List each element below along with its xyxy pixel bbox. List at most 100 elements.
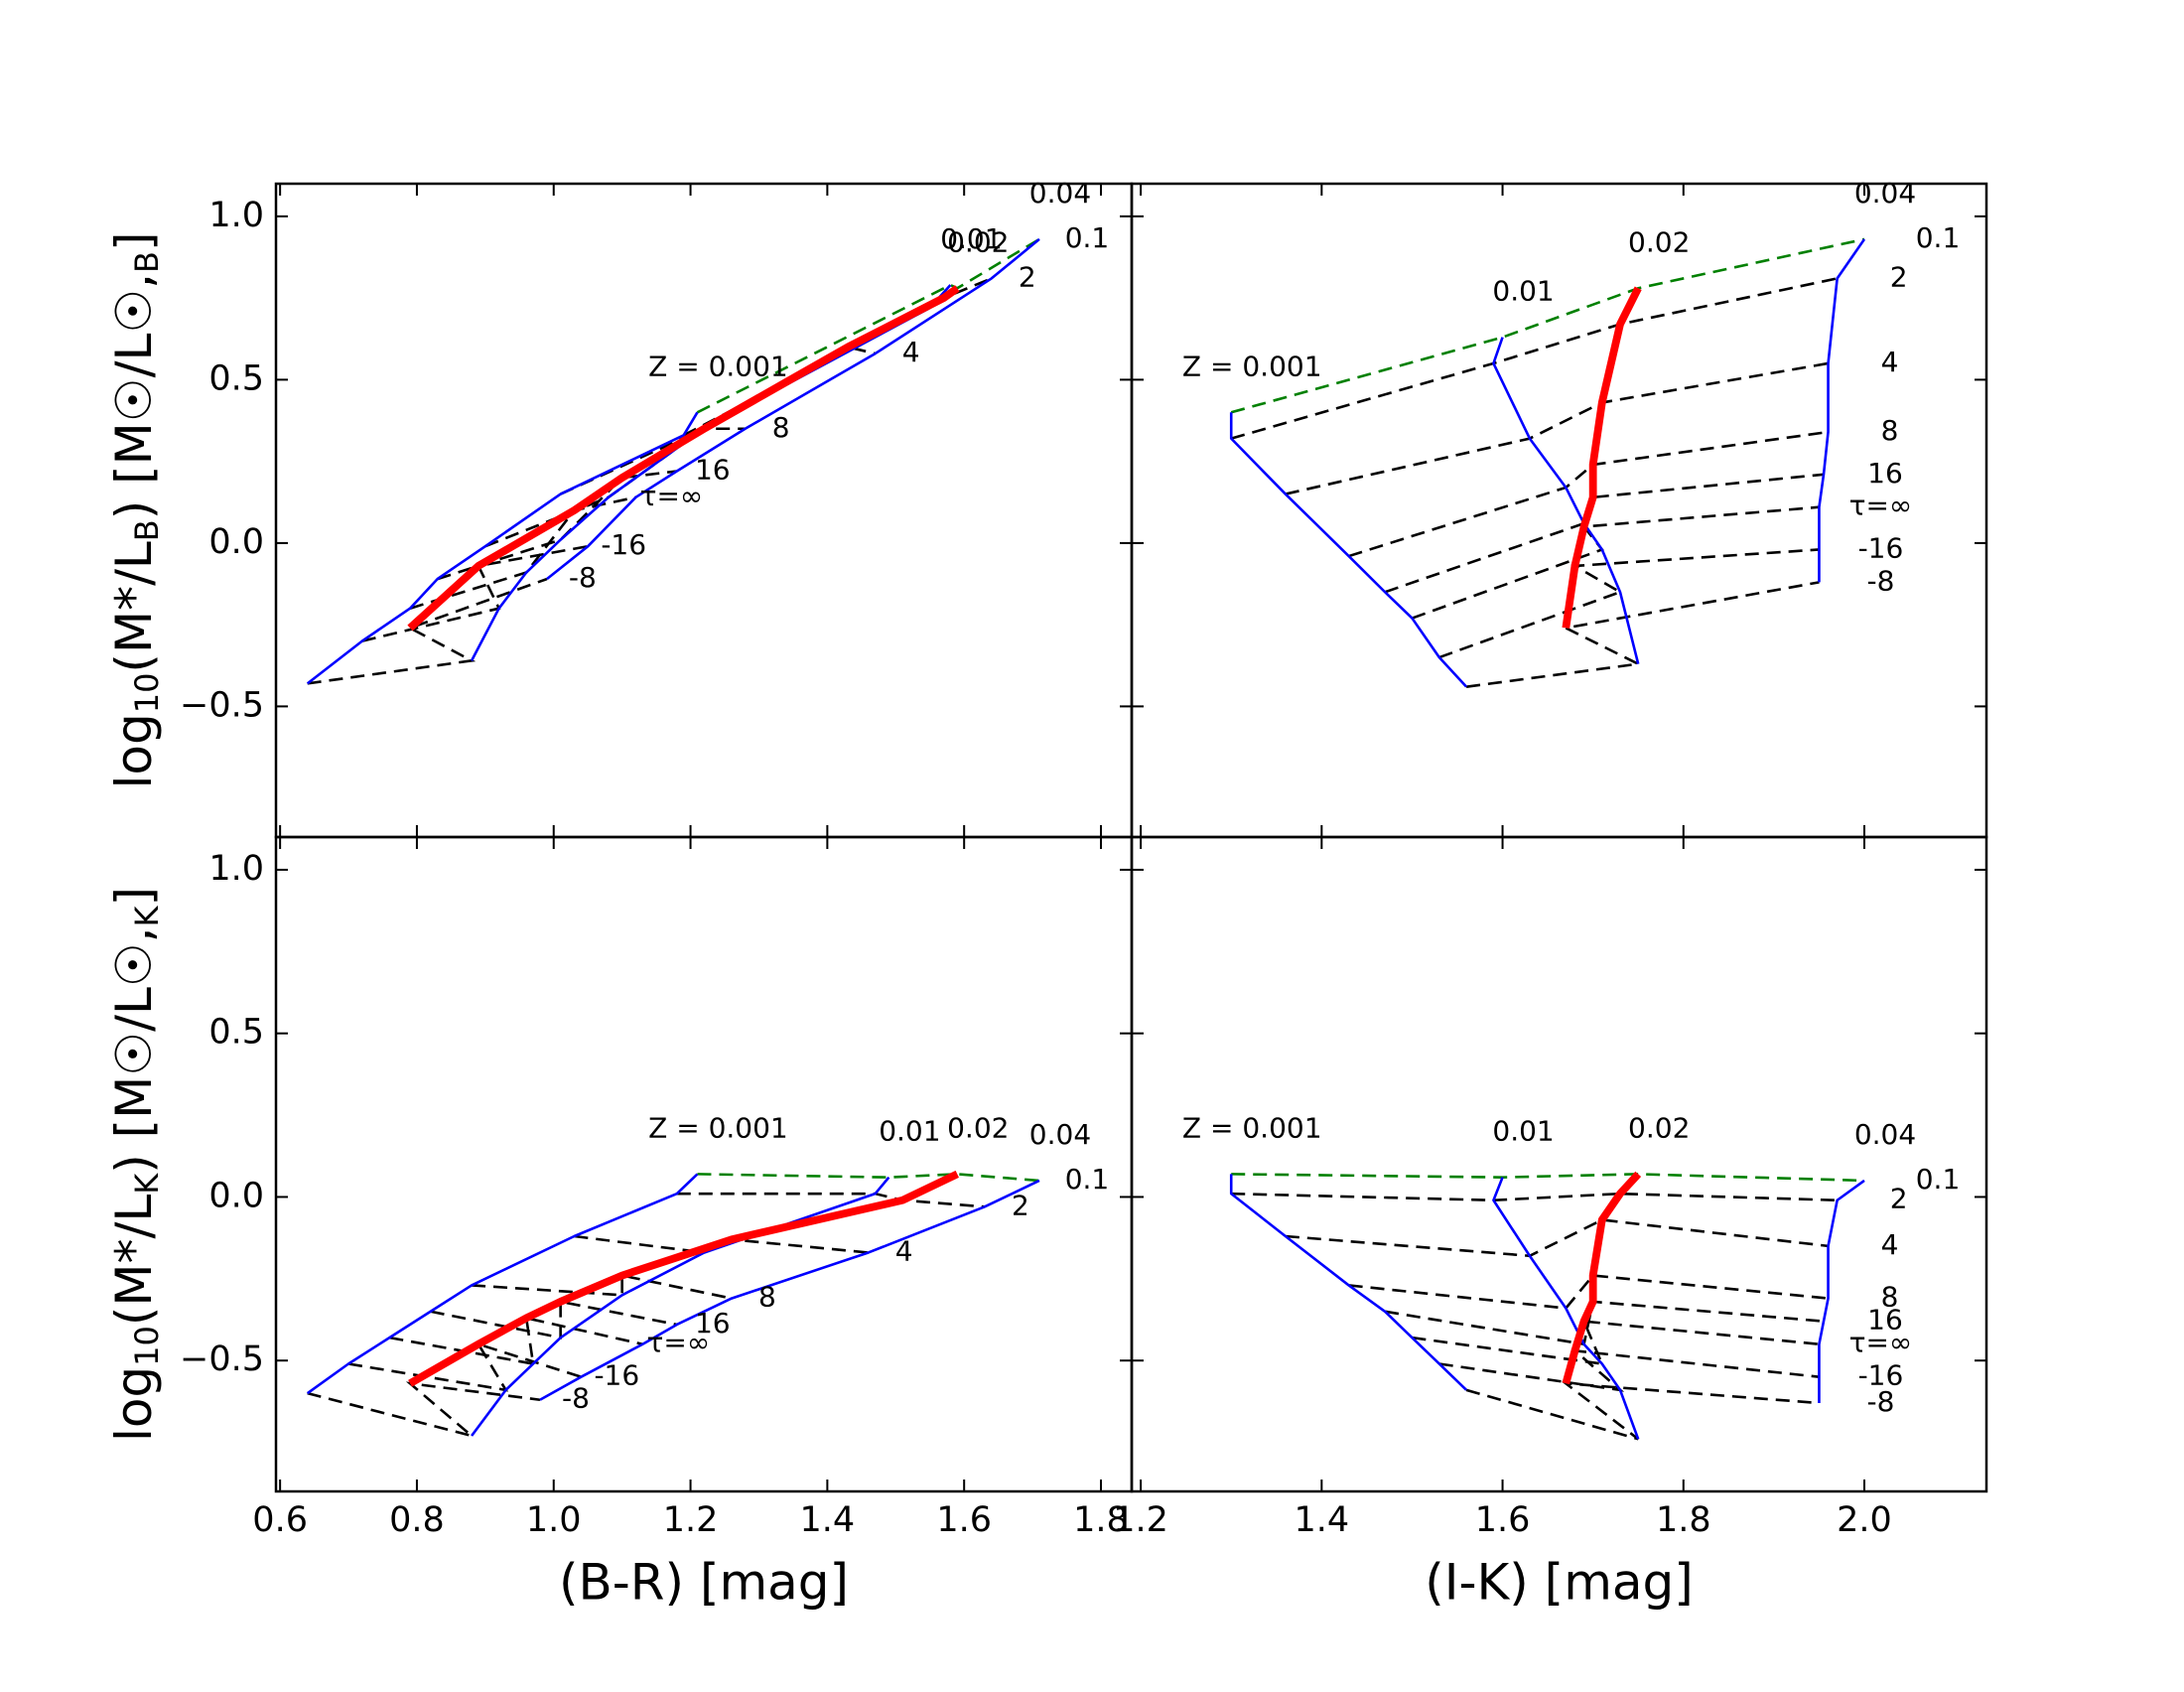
tau-line [409, 495, 636, 610]
metallicity-track [1562, 286, 1642, 630]
tau-label: 4 [902, 336, 920, 368]
y-tick-label: 1.0 [208, 849, 264, 889]
tau-line [1384, 473, 1825, 594]
tau-label: 16 [695, 1307, 731, 1340]
y-label-subscript: B [128, 519, 166, 541]
y-label-part: log [105, 713, 163, 788]
tau-label: 0.1 [1916, 221, 1961, 254]
y-label-subscript: K [128, 1173, 166, 1195]
tau-label: 2 [1890, 1183, 1908, 1215]
tau-line [1412, 1320, 1820, 1366]
tau-label: 4 [1881, 1228, 1899, 1261]
y-tick-label: 0.0 [208, 522, 264, 562]
tau-label: 4 [1881, 346, 1899, 378]
x-tick-label: 1.6 [936, 1500, 992, 1540]
metallicity-track [1229, 412, 1468, 688]
metallicity-track [1492, 337, 1640, 664]
x-tick-label: 0.6 [252, 1500, 308, 1540]
tau-label: τ=∞ [640, 480, 704, 512]
tau-line [430, 1300, 678, 1340]
tau-line-top [1230, 237, 1865, 414]
y-label-subscript: 10 [128, 673, 166, 714]
metallicity-track [1492, 1177, 1640, 1440]
tau-line-top [697, 1173, 1040, 1183]
track-label: 0.02 [1628, 1111, 1690, 1144]
x-tick-label: 0.8 [389, 1500, 445, 1540]
metallicity-track [546, 237, 1040, 581]
tau-line [361, 544, 589, 642]
y-axis-label: log10(M*/LB) [M☉/L☉,B] [105, 231, 167, 788]
tau-line [676, 1192, 985, 1208]
y-label-part: ) [M☉/L☉, [105, 926, 163, 1173]
y-label-part: ] [105, 887, 163, 907]
metallicity-track [306, 1173, 699, 1395]
tau-label: 4 [895, 1234, 913, 1267]
track-label: Z = 0.001 [648, 350, 788, 382]
tau-label: τ=∞ [1849, 490, 1913, 522]
tau-line-top [1231, 1173, 1865, 1183]
tau-line [1465, 1381, 1820, 1441]
tau-line [574, 1234, 869, 1254]
tau-line [307, 577, 548, 685]
tau-label: -16 [1858, 531, 1904, 564]
tau-label: 8 [1881, 1281, 1899, 1314]
metallicity-track [1818, 238, 1866, 583]
y-label-subscript: K [128, 905, 166, 926]
tau-line [347, 1341, 582, 1392]
tau-line [1412, 505, 1820, 620]
tau-label: 0.1 [1065, 1163, 1110, 1196]
x-tick-label: 1.0 [526, 1500, 582, 1540]
track-label: 0.04 [1854, 1118, 1916, 1151]
tau-line [307, 1381, 541, 1438]
tau-line [1348, 430, 1829, 558]
tau-line [1285, 361, 1829, 495]
tau-line [1384, 1300, 1825, 1346]
tau-label: -16 [601, 528, 646, 561]
track-label: 0.01 [879, 1115, 940, 1148]
axes-frame [1130, 835, 1988, 1493]
tau-label: τ=∞ [647, 1327, 711, 1359]
y-label-subscript: 10 [128, 1326, 166, 1366]
y-label-part: log [105, 1366, 163, 1442]
tau-label: -8 [1866, 564, 1894, 597]
y-tick-label: 0.5 [208, 358, 264, 398]
track-label: 0.01 [1492, 1115, 1554, 1148]
tau-label: 8 [772, 411, 790, 444]
tau-label: 0.1 [1916, 1163, 1961, 1196]
tau-label: 2 [1012, 1189, 1029, 1221]
plot-layer [306, 237, 1040, 685]
y-tick-label: −0.5 [180, 685, 264, 725]
track-label: Z = 0.001 [1182, 1111, 1322, 1144]
tau-label: 8 [758, 1281, 776, 1314]
axes-frame [274, 835, 1134, 1493]
tau-label: 0.1 [1065, 221, 1110, 254]
tau-line [1230, 277, 1838, 440]
metallicity-track [1229, 1174, 1468, 1391]
metallicity-track [471, 1176, 890, 1437]
y-tick-label: 0.5 [208, 1013, 264, 1053]
y-tick-label: 0.0 [208, 1176, 264, 1215]
tau-line [471, 1273, 733, 1300]
track-label: 0.02 [1628, 225, 1690, 258]
tau-label: -16 [1858, 1359, 1904, 1392]
plot-layer [306, 1170, 1040, 1438]
x-tick-label: 1.2 [1113, 1500, 1168, 1540]
tau-line [1285, 1218, 1829, 1258]
x-tick-label: 1.8 [1656, 1500, 1711, 1540]
tau-label: 8 [1881, 414, 1899, 447]
tau-line-top [696, 237, 1040, 414]
y-axis-label: log10(M*/LK) [M☉/L☉,K] [105, 887, 167, 1442]
tau-label: -8 [1866, 1385, 1894, 1418]
metallicity-track [1562, 1171, 1642, 1385]
axes-frame [274, 182, 1134, 839]
tau-label: -8 [569, 561, 597, 594]
tau-label: τ=∞ [1849, 1327, 1913, 1359]
x-tick-label: 1.6 [1475, 1500, 1531, 1540]
track-label: 0.04 [1029, 1118, 1091, 1151]
x-axis-label: (I-K) [mag] [1425, 1554, 1694, 1612]
x-tick-label: 1.4 [1294, 1500, 1349, 1540]
track-label: 0.04 [1029, 177, 1091, 210]
y-label-part: (M*/L [105, 1195, 163, 1326]
x-tick-label: 1.2 [663, 1500, 719, 1540]
